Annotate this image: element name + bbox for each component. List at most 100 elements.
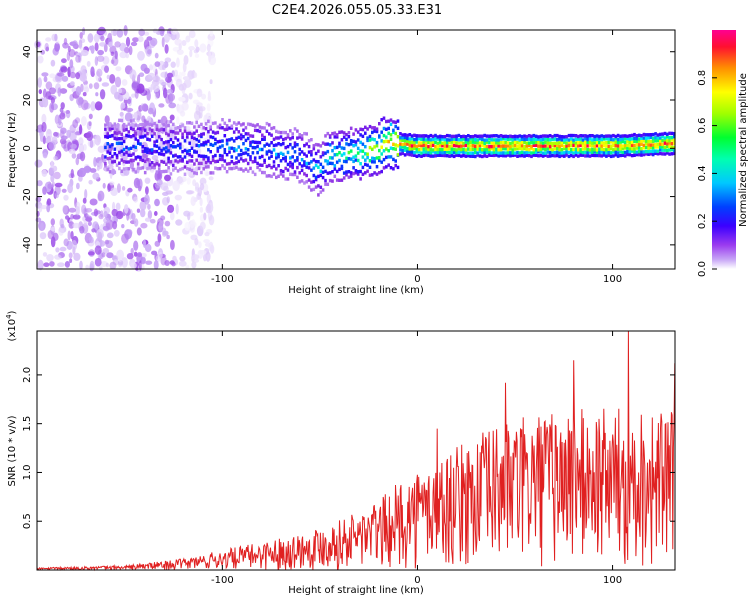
spectrogram-cell	[485, 144, 489, 149]
spectrogram-cell	[481, 143, 484, 148]
spectrogram-cell	[504, 151, 507, 155]
spectrogram-cell	[417, 134, 421, 138]
spectrogram-cell	[120, 118, 124, 123]
spectrogram-noise-blob	[208, 176, 214, 181]
spectrogram-cell	[647, 143, 650, 147]
spectrogram-cell	[195, 171, 198, 176]
spectrogram-cell	[593, 148, 596, 152]
spectrogram-noise-blob	[72, 40, 78, 49]
spectrogram-cell	[155, 149, 159, 154]
spectrogram-cell	[244, 147, 248, 151]
spectrogram-cell	[120, 169, 124, 173]
spectrogram-cell	[286, 135, 290, 139]
spectrogram-cell	[345, 142, 348, 146]
spectrogram-cell	[202, 154, 205, 158]
spectrogram-cell	[483, 150, 486, 155]
spectrogram-cell	[551, 135, 554, 139]
spectrogram-noise-blob	[189, 137, 196, 149]
spectrogram-cell	[380, 169, 383, 174]
spectrogram-cell	[481, 134, 484, 138]
spectrogram-noise-blob	[131, 213, 136, 221]
spectrogram-cell	[270, 133, 273, 137]
spectrogram-cell	[385, 165, 388, 169]
spectrogram-cell	[181, 132, 184, 136]
spectrogram-cell	[642, 152, 646, 157]
spectrogram-cell	[157, 152, 161, 156]
spectrogram-noise-blob	[158, 103, 165, 108]
spectrogram-cell	[654, 149, 657, 153]
spectrogram-cell	[497, 151, 500, 155]
spectrogram-cell	[146, 157, 149, 162]
spectrogram-noise-blob	[96, 68, 103, 78]
spectrogram-cell	[340, 138, 344, 142]
spectrogram-noise-blob	[83, 165, 91, 174]
spectrogram-cell	[237, 153, 241, 157]
spectrogram-cell	[340, 146, 344, 150]
spectrogram-cell	[422, 137, 426, 141]
spectrogram-cell	[656, 152, 660, 156]
spectrogram-noise-blob	[65, 215, 70, 220]
spectrogram-cell	[396, 153, 400, 157]
spectrogram-cell	[651, 149, 655, 154]
spectrogram-noise-blob	[127, 98, 132, 105]
spectrogram-noise-blob	[75, 72, 80, 80]
spectrogram-ridge	[104, 116, 676, 197]
spectrogram-cell	[654, 151, 657, 155]
spectrogram-cell	[340, 130, 344, 134]
spectrogram-cell	[312, 144, 316, 148]
colorbar-tick-label: 0.6	[697, 118, 708, 134]
spectrogram-noise-blob	[166, 234, 170, 240]
spectrogram-cell	[567, 147, 571, 151]
spectrogram-cell	[197, 124, 201, 128]
spectrogram-cell	[563, 138, 566, 142]
spectrogram-cell	[546, 141, 550, 145]
spectrogram-cell	[157, 163, 161, 167]
spectrogram-cell	[438, 153, 442, 157]
spectrogram-cell	[143, 128, 147, 132]
spectrogram-noise-blob	[78, 143, 84, 154]
spectrogram-cell	[232, 166, 236, 170]
spectrogram-noise-blob	[205, 251, 211, 262]
spectrogram-cell	[200, 161, 203, 166]
spectrogram-noise-blob	[158, 221, 164, 232]
spectrogram-cell	[193, 162, 196, 166]
spectrogram-noise-blob	[137, 50, 145, 61]
spectrogram-cell	[268, 123, 271, 127]
spectrogram-cell	[656, 149, 660, 153]
spectrogram-cell	[207, 148, 210, 152]
spectrogram-cell	[368, 138, 372, 142]
spectrogram-noise-blob	[40, 222, 44, 231]
spectrogram-noise-blob	[131, 80, 139, 90]
spectrogram-cell	[319, 144, 323, 148]
spectrogram-cell	[563, 140, 566, 144]
snr-y-exponent-power: 4	[5, 314, 13, 319]
spectrogram-cell	[443, 151, 447, 155]
spectrogram-cell	[118, 137, 121, 141]
spectrogram-cell	[373, 160, 376, 164]
spectrogram-cell	[319, 190, 323, 194]
spectrogram-cell	[347, 131, 351, 135]
spectrogram-cell	[371, 173, 374, 177]
spectrogram-cell	[668, 144, 671, 149]
spectrogram-cell	[167, 149, 170, 153]
spectrogram-cell	[651, 143, 655, 147]
spectrogram-noise-blob	[46, 204, 51, 213]
spectrogram-cell	[258, 163, 262, 167]
spectrogram-cell	[670, 131, 674, 136]
spectrogram-cell	[326, 131, 330, 136]
spectrogram-cell	[422, 134, 426, 138]
spectrogram-cell	[518, 151, 522, 155]
spectrogram-cell	[165, 140, 168, 144]
spectrogram-cell	[186, 151, 189, 155]
spectrogram-noise-blob	[120, 102, 126, 109]
spectrogram-noise-blob	[88, 83, 93, 89]
spectrogram-cell	[225, 138, 229, 142]
spectrogram-cell	[600, 140, 603, 145]
spectrogram-cell	[598, 137, 601, 141]
spectrogram-cell	[654, 145, 657, 149]
spectrogram-cell	[455, 141, 458, 145]
spectrogram-cell	[504, 144, 507, 148]
spectrogram-noise-blob	[121, 186, 126, 191]
spectrogram-cell	[179, 155, 182, 159]
spectrogram-cell	[452, 134, 456, 139]
